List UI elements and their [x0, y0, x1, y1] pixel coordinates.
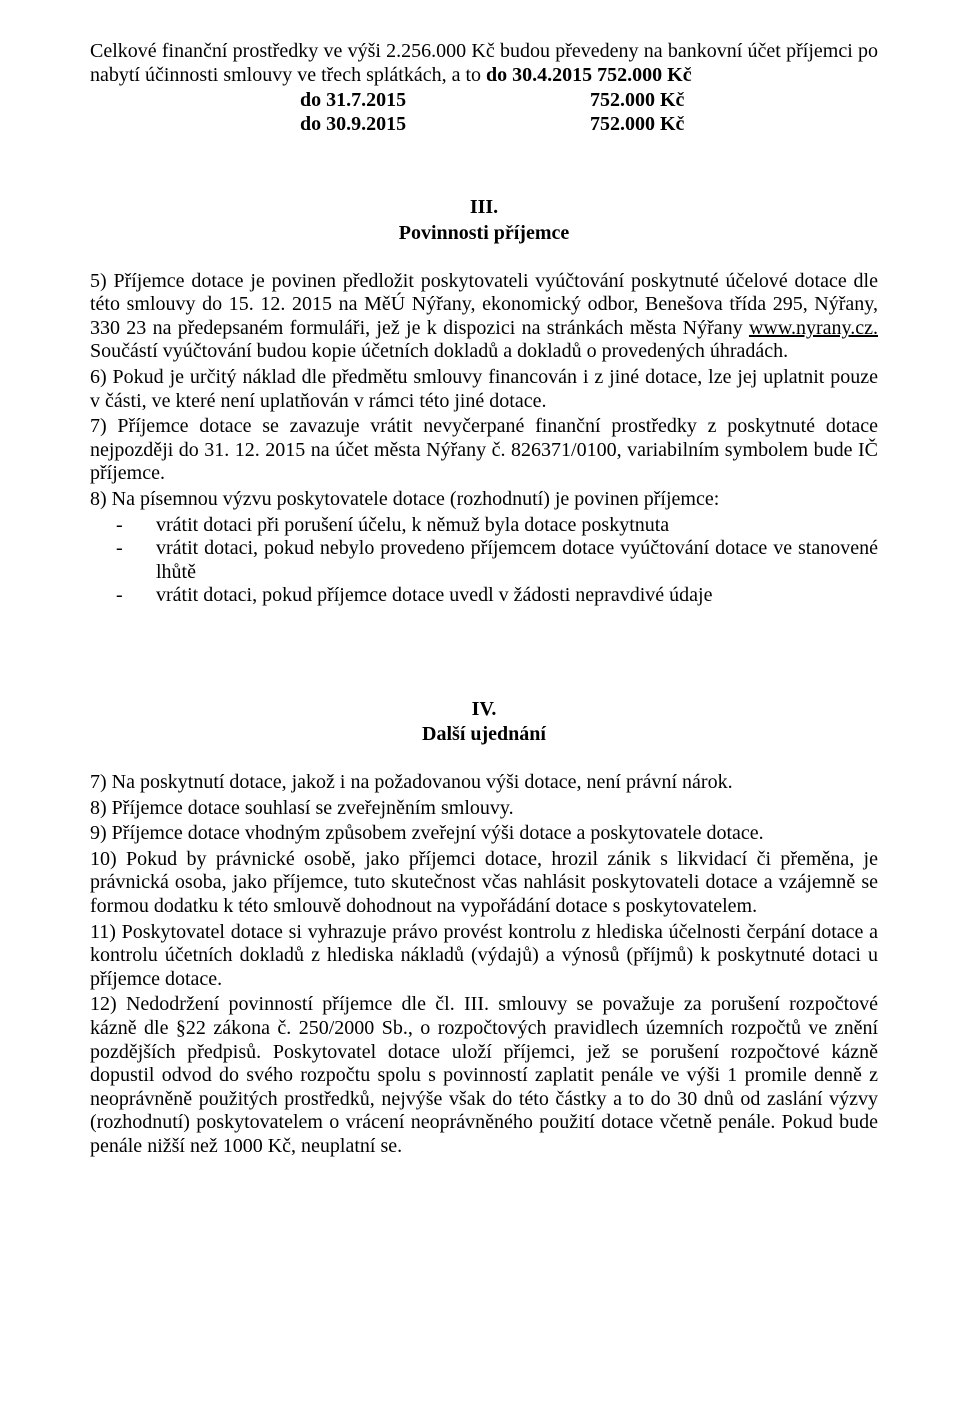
installment-amount-2: 752.000 Kč [590, 89, 878, 113]
bullet-icon: - [90, 514, 156, 538]
list-item-1: - vrátit dotaci při porušení účelu, k ně… [90, 514, 878, 538]
paragraph-q8: 8) Příjemce dotace souhlasí se zveřejněn… [90, 797, 878, 821]
p5-link: www.nyrany.cz. [749, 317, 878, 339]
bullet-icon: - [90, 537, 156, 584]
p5-cont: Součástí vyúčtování budou kopie účetních… [90, 340, 788, 362]
bullet-icon: - [90, 584, 156, 608]
section-3-title: Povinnosti příjemce [90, 222, 878, 246]
intro-bold-date: do 30.4.2015 752.000 Kč [486, 64, 692, 86]
li3-text: vrátit dotaci, pokud příjemce dotace uve… [156, 584, 878, 608]
paragraph-5: 5) Příjemce dotace je povinen předložit … [90, 270, 878, 364]
section-4-title: Další ujednání [90, 723, 878, 747]
paragraph-7: 7) Příjemce dotace se zavazuje vrátit ne… [90, 415, 878, 486]
installment-row-3: do 30.9.2015 752.000 Kč [90, 113, 878, 137]
paragraph-6: 6) Pokud je určitý náklad dle předmětu s… [90, 366, 878, 413]
installment-date-3: do 30.9.2015 [300, 113, 590, 137]
paragraph-8: 8) Na písemnou výzvu poskytovatele dotac… [90, 488, 878, 512]
document-page: Celkové finanční prostředky ve výši 2.25… [0, 0, 960, 1420]
paragraph-q11: 11) Poskytovatel dotace si vyhrazuje prá… [90, 921, 878, 992]
li1-text: vrátit dotaci při porušení účelu, k němu… [156, 514, 878, 538]
section-3-number: III. [90, 196, 878, 220]
paragraph-q7: 7) Na poskytnutí dotace, jakož i na poža… [90, 771, 878, 795]
intro-text: Celkové finanční prostředky ve výši 2.25… [90, 40, 878, 86]
li2-text: vrátit dotaci, pokud nebylo provedeno př… [156, 537, 878, 584]
paragraph-intro: Celkové finanční prostředky ve výši 2.25… [90, 40, 878, 87]
paragraph-q12: 12) Nedodržení povinností příjemce dle č… [90, 993, 878, 1158]
list-item-2: - vrátit dotaci, pokud nebylo provedeno … [90, 537, 878, 584]
installment-date-2: do 31.7.2015 [300, 89, 590, 113]
section-4-number: IV. [90, 698, 878, 722]
installment-row-2: do 31.7.2015 752.000 Kč [90, 89, 878, 113]
installment-amount-3: 752.000 Kč [590, 113, 878, 137]
list-item-3: - vrátit dotaci, pokud příjemce dotace u… [90, 584, 878, 608]
paragraph-q9: 9) Příjemce dotace vhodným způsobem zveř… [90, 822, 878, 846]
paragraph-q10: 10) Pokud by právnické osobě, jako příje… [90, 848, 878, 919]
